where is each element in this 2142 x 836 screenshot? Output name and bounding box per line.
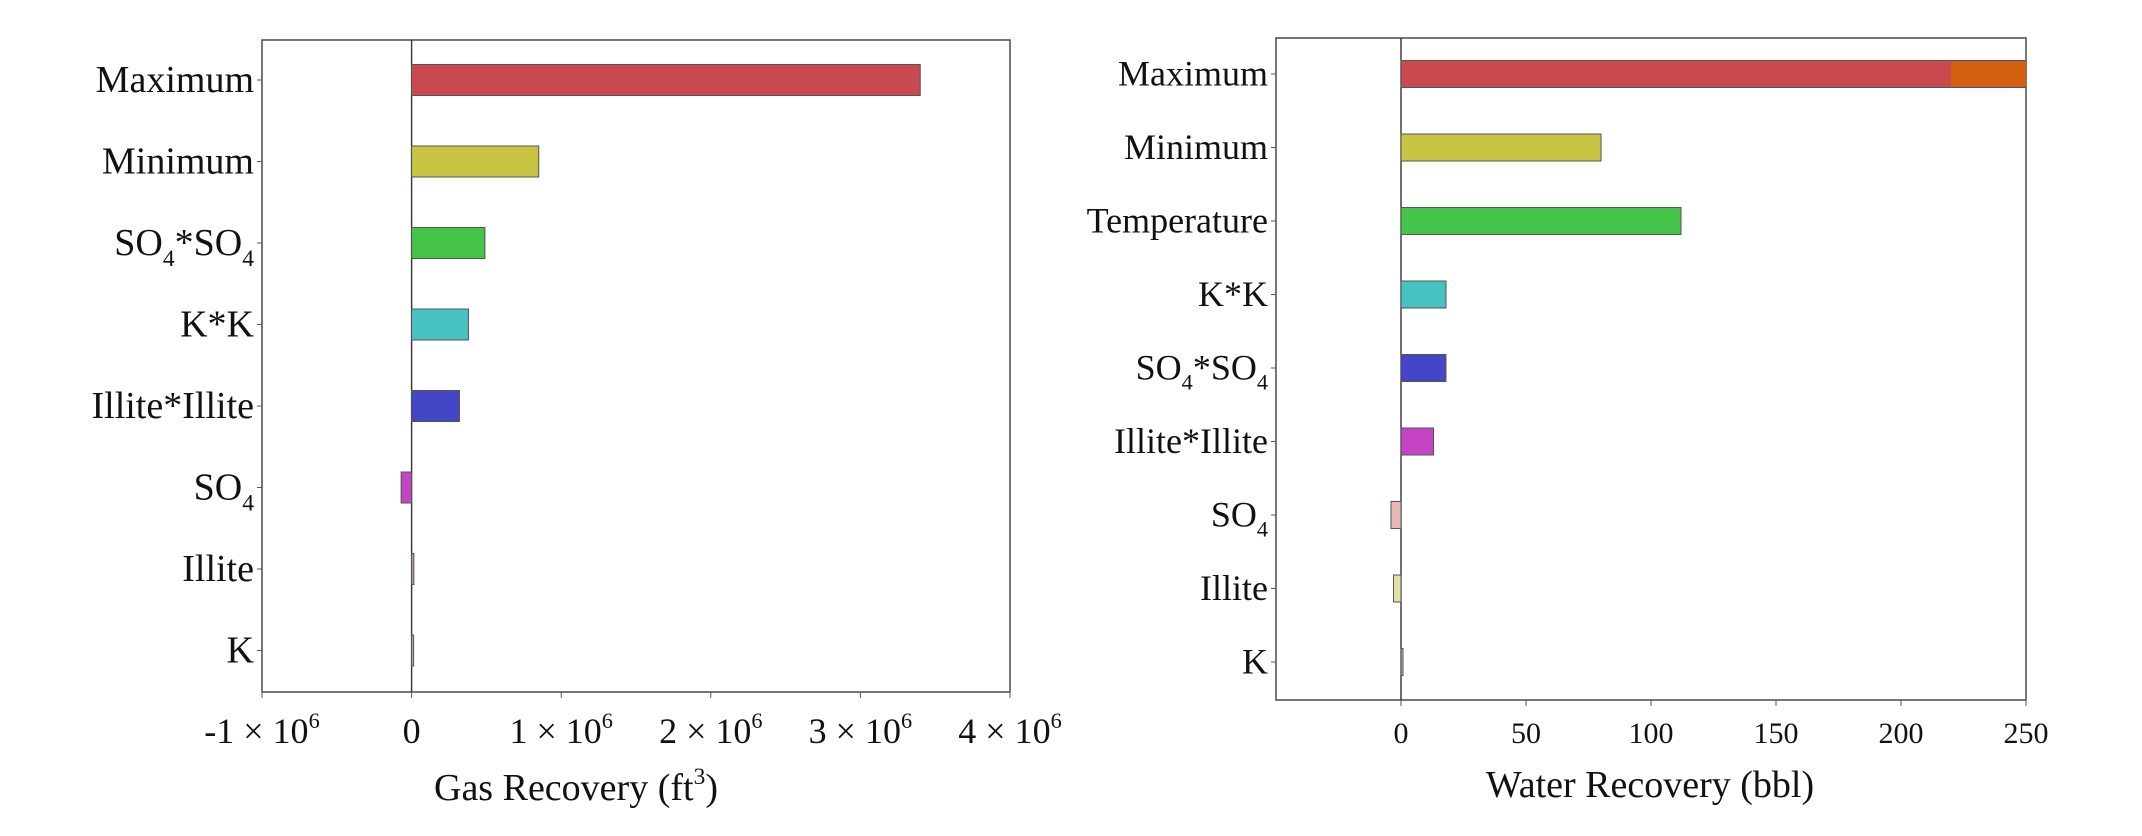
bar-illite-illite [1400,427,1434,456]
x-tick-label: -1 × 106 [204,708,319,751]
bar-illite [1393,574,1402,603]
bar-minimum [411,145,540,178]
x-tick-label: 250 [2004,717,2049,750]
bar-temperature [1400,207,1682,235]
gas-recovery-chart: Maximum Minimum SO4*SO4 K*K Illite*Illite SO4… [91,39,1062,809]
category-label: Maximum [96,59,254,101]
plot-frame [1275,37,2027,701]
category-label: SO4*SO4 [1136,348,1268,395]
plot-frame [261,39,1011,693]
category-label: K [1242,642,1268,682]
category-label: Illite*Illite [91,385,254,427]
x-axis-label: Gas Recovery (ft3) [434,764,718,809]
category-label: Maximum [1118,54,1268,94]
category-label: Temperature [1087,201,1268,241]
category-label: Illite*Illite [1114,421,1268,461]
bar-so4 [1390,501,1402,529]
x-tick-label: 4 × 106 [958,708,1061,751]
x-tick-label: 200 [1879,717,1924,750]
x-tick-label: 1 × 106 [509,708,612,751]
bar-k-k [411,308,469,341]
bar-overflow-segment [1951,61,2026,87]
bar-illite-illite [411,390,460,422]
x-tick-label: 2 × 106 [659,708,762,751]
water-recovery-chart: Maximum Minimum Temperature K*K SO4*SO4 Illit… [1087,37,2049,806]
bar-so4-so4 [1400,354,1447,382]
bar-maximum [1400,60,2027,88]
x-tick-label: 3 × 106 [809,708,912,751]
category-label: Minimum [102,141,254,183]
bar-k [1400,648,1404,676]
category-label: K [227,630,255,672]
category-label: SO4 [194,467,255,517]
category-label: SO4 [1211,495,1268,542]
category-label: Illite [182,548,254,590]
category-label: K*K [1198,274,1268,314]
x-tick-label: 0 [403,711,421,751]
x-tick-label: 0 [1394,717,1409,750]
category-label: K*K [180,304,254,346]
bar-so4-so4 [411,227,486,259]
x-tick-label: 100 [1629,717,1674,750]
x-axis-label: Water Recovery (bbl) [1486,764,1814,806]
bar-maximum [411,64,921,96]
category-label: Illite [1200,568,1268,608]
x-tick-label: 50 [1511,717,1541,750]
bar-so4 [400,471,413,504]
bar-illite [411,553,415,585]
category-label: Minimum [1124,127,1268,167]
bar-k [411,634,415,667]
bar-minimum [1400,133,1602,162]
category-label: SO4*SO4 [114,222,254,272]
x-tick-label: 150 [1754,717,1799,750]
bar-k-k [1400,280,1447,309]
